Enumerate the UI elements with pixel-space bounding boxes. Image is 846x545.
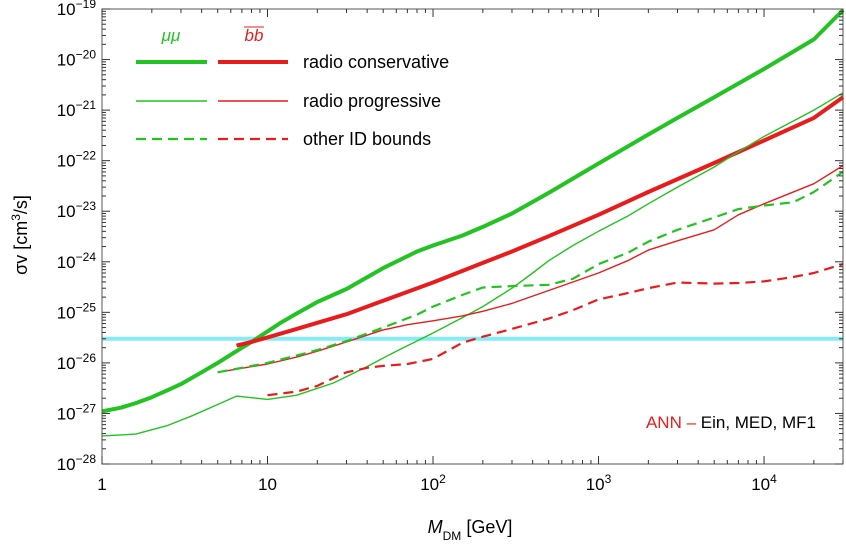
y-tick-label: 10−21 bbox=[57, 98, 97, 120]
legend-label-dashed: other ID bounds bbox=[303, 129, 431, 149]
series-line-mumu_conservative bbox=[101, 8, 845, 414]
legend: μμ bb radio conservative radio progressive o… bbox=[136, 26, 449, 149]
legend-label-thin: radio progressive bbox=[303, 91, 441, 111]
legend-label-thick: radio conservative bbox=[303, 52, 449, 72]
legend-header-bb: bb bbox=[245, 26, 264, 45]
series-line-bb_progressive bbox=[217, 165, 844, 373]
series-line-mumu_other bbox=[217, 170, 844, 374]
plot-border bbox=[101, 8, 844, 465]
y-tick-label: 10−20 bbox=[57, 48, 97, 70]
y-tick-label: 10−19 bbox=[57, 0, 97, 19]
y-axis-title: σv [cm3/s] bbox=[9, 195, 31, 275]
series-line-bb_conservative bbox=[236, 95, 845, 348]
x-tick-label: 10 bbox=[258, 475, 277, 494]
x-tick-label: 1 bbox=[97, 475, 106, 494]
x-axis-title: MDM [GeV] bbox=[428, 517, 513, 543]
tick-layer: 1 10 102 103 104 10−28 10−27 10−26 10−25 10−24 10−… bbox=[57, 0, 844, 494]
annotation: ANN – Ein, MED, MF1 bbox=[646, 413, 816, 432]
y-tick-label: 10−22 bbox=[57, 149, 97, 171]
x-tick-label: 104 bbox=[751, 472, 777, 494]
y-tick-label: 10−26 bbox=[57, 351, 97, 373]
series-line-mumu_progressive bbox=[101, 92, 844, 437]
series-line-bb_other bbox=[267, 263, 844, 397]
series-layer bbox=[101, 8, 845, 437]
y-tick-label: 10−24 bbox=[57, 250, 97, 272]
plot-frame bbox=[101, 8, 844, 465]
x-tick-label: 102 bbox=[420, 472, 446, 494]
y-tick-label: 10−27 bbox=[57, 401, 97, 423]
legend-header-mumu: μμ bbox=[161, 26, 181, 45]
y-tick-label: 10−28 bbox=[57, 452, 97, 474]
y-tick-label: 10−23 bbox=[57, 199, 97, 221]
x-tick-label: 103 bbox=[586, 472, 612, 494]
y-tick-label: 10−25 bbox=[57, 300, 97, 322]
